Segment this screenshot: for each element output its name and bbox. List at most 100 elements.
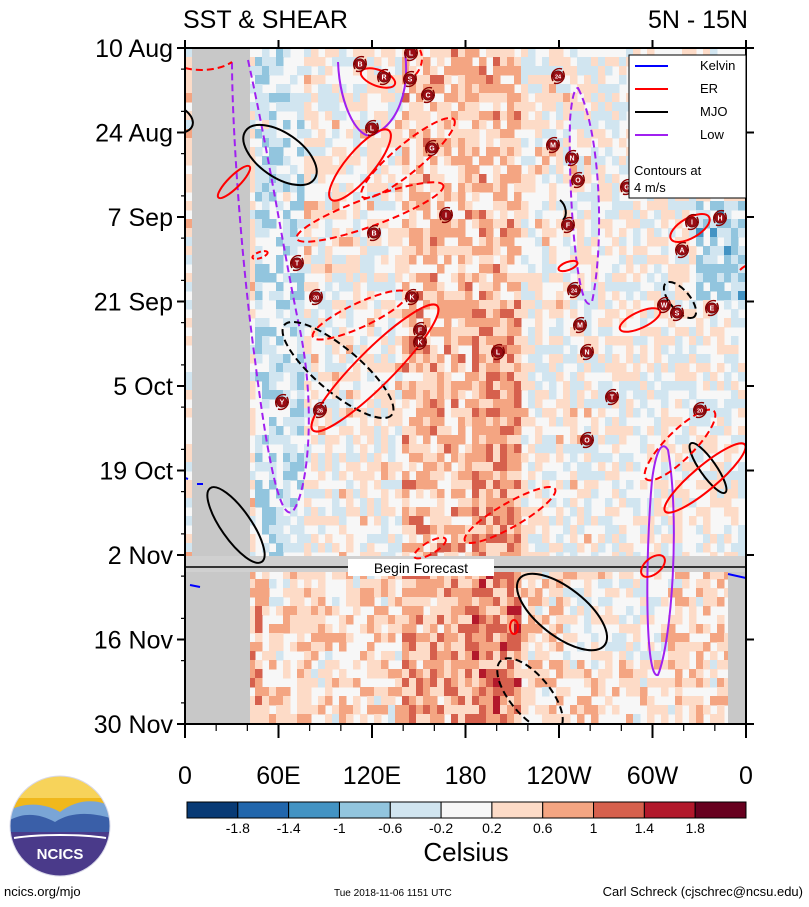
sst-cell xyxy=(535,426,543,436)
sst-cell xyxy=(570,453,578,463)
tc-marker-label: L xyxy=(370,126,375,133)
sst-cell xyxy=(500,615,508,625)
sst-cell xyxy=(423,255,431,265)
sst-cell xyxy=(395,417,403,427)
sst-cell xyxy=(556,147,564,157)
sst-cell xyxy=(493,174,501,184)
sst-cell xyxy=(654,201,662,211)
sst-cell xyxy=(570,705,578,715)
sst-cell xyxy=(423,120,431,130)
sst-cell xyxy=(416,642,424,652)
sst-cell xyxy=(276,309,284,319)
sst-cell xyxy=(626,579,634,589)
sst-cell xyxy=(360,48,368,58)
sst-cell xyxy=(542,156,550,166)
sst-cell xyxy=(346,336,354,346)
sst-cell xyxy=(304,705,312,715)
sst-cell xyxy=(304,642,312,652)
sst-cell xyxy=(395,156,403,166)
sst-cell xyxy=(493,417,501,427)
sst-cell xyxy=(283,156,291,166)
sst-cell xyxy=(493,57,501,67)
sst-cell xyxy=(360,336,368,346)
sst-cell xyxy=(262,264,270,274)
sst-cell xyxy=(703,516,711,526)
sst-cell xyxy=(409,579,417,589)
sst-cell xyxy=(367,66,375,76)
sst-cell xyxy=(374,66,382,76)
sst-cell xyxy=(549,435,557,445)
sst-cell xyxy=(717,246,725,256)
sst-cell xyxy=(437,714,445,724)
sst-cell xyxy=(458,687,466,697)
sst-cell xyxy=(479,417,487,427)
sst-cell xyxy=(423,228,431,238)
sst-cell xyxy=(633,228,641,238)
sst-cell xyxy=(472,687,480,697)
sst-cell xyxy=(591,57,599,67)
sst-cell xyxy=(640,651,648,661)
sst-cell xyxy=(339,426,347,436)
sst-cell xyxy=(612,435,620,445)
logo-text: NCICS xyxy=(37,846,84,863)
sst-cell xyxy=(612,336,620,346)
sst-cell xyxy=(430,480,438,490)
sst-cell xyxy=(388,336,396,346)
sst-cell xyxy=(374,606,382,616)
sst-cell xyxy=(465,615,473,625)
sst-cell xyxy=(731,471,739,481)
sst-cell xyxy=(444,642,452,652)
tc-marker: M xyxy=(546,136,560,154)
sst-cell xyxy=(465,147,473,157)
sst-cell xyxy=(556,669,564,679)
sst-cell xyxy=(423,318,431,328)
sst-cell xyxy=(269,192,277,202)
sst-cell xyxy=(738,282,746,292)
sst-cell xyxy=(318,93,326,103)
sst-cell xyxy=(269,93,277,103)
sst-cell xyxy=(703,255,711,265)
sst-cell xyxy=(388,687,396,697)
sst-cell xyxy=(598,93,606,103)
sst-cell xyxy=(507,156,515,166)
sst-cell xyxy=(409,507,417,517)
sst-cell xyxy=(451,453,459,463)
sst-cell xyxy=(577,471,585,481)
sst-cell xyxy=(493,237,501,247)
sst-cell xyxy=(612,264,620,274)
sst-cell xyxy=(388,615,396,625)
sst-cell xyxy=(493,480,501,490)
sst-cell xyxy=(318,624,326,634)
sst-cell xyxy=(675,678,683,688)
sst-cell xyxy=(269,120,277,130)
sst-cell xyxy=(612,687,620,697)
er-contour-3 xyxy=(360,116,456,200)
sst-cell xyxy=(619,273,627,283)
tc-marker: K xyxy=(413,333,427,351)
sst-cell xyxy=(255,444,263,454)
sst-cell xyxy=(339,417,347,427)
sst-cell xyxy=(185,480,193,490)
sst-cell xyxy=(332,714,340,724)
sst-cell xyxy=(409,687,417,697)
sst-cell xyxy=(374,516,382,526)
sst-cell xyxy=(409,336,417,346)
sst-cell xyxy=(493,525,501,535)
sst-cell xyxy=(451,66,459,76)
sst-cell xyxy=(318,372,326,382)
sst-cell xyxy=(626,606,634,616)
sst-cell xyxy=(479,543,487,553)
sst-cell xyxy=(416,543,424,553)
sst-cell xyxy=(535,642,543,652)
sst-cell xyxy=(423,435,431,445)
sst-cell xyxy=(612,642,620,652)
sst-cell xyxy=(584,570,592,580)
sst-cell xyxy=(248,579,256,589)
sst-cell xyxy=(514,471,522,481)
sst-cell xyxy=(521,498,529,508)
sst-cell xyxy=(486,219,494,229)
sst-cell xyxy=(444,111,452,121)
sst-cell xyxy=(339,615,347,625)
sst-cell xyxy=(605,282,613,292)
sst-cell xyxy=(353,372,361,382)
